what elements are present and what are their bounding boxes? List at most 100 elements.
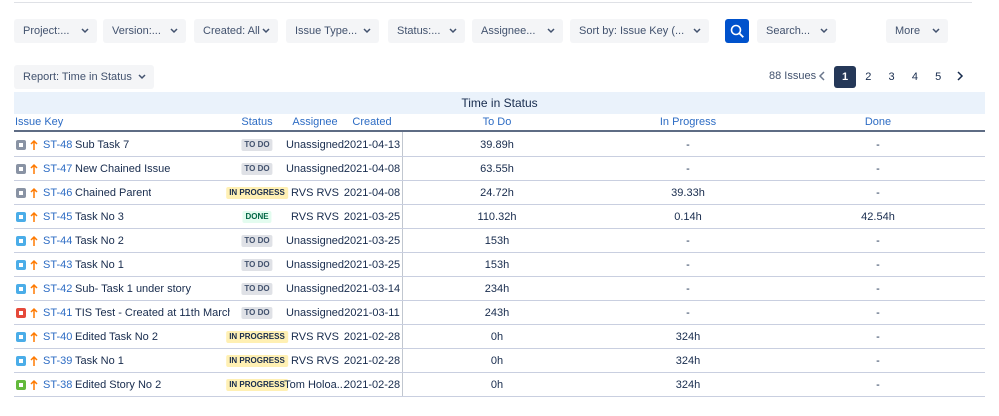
report-label: Report: Time in Status bbox=[23, 71, 132, 83]
row-divider bbox=[14, 204, 985, 205]
priority-icon bbox=[30, 331, 38, 343]
time-to-do: 0h bbox=[490, 355, 504, 367]
issue-summary: Task No 1 bbox=[75, 259, 124, 271]
page-button[interactable]: 1 bbox=[834, 66, 856, 88]
priority-icon bbox=[30, 355, 38, 367]
filter-label: Created: All bbox=[203, 25, 260, 37]
filter-button[interactable]: Version:... bbox=[103, 19, 186, 43]
issue-summary: Task No 2 bbox=[75, 235, 124, 247]
time-done: - bbox=[876, 379, 880, 391]
column-header: Issue Key bbox=[15, 116, 64, 128]
prev-page[interactable] bbox=[818, 71, 826, 81]
icon-glyph bbox=[19, 167, 23, 171]
report-button[interactable]: Report: Time in Status bbox=[14, 65, 154, 89]
next-page[interactable] bbox=[956, 71, 964, 81]
issue-type-icon bbox=[16, 332, 26, 342]
filter-button[interactable]: Created: All bbox=[194, 19, 278, 43]
header-divider bbox=[14, 130, 985, 132]
search-icon-button[interactable] bbox=[725, 19, 749, 43]
assignee: Unassigned bbox=[285, 139, 345, 151]
time-done: 42.54h bbox=[861, 211, 895, 223]
priority-arrow bbox=[30, 187, 38, 198]
issue-key[interactable]: ST-41 bbox=[43, 307, 73, 319]
filter-label: Issue Type... bbox=[295, 25, 358, 37]
column-header: In Progress bbox=[659, 116, 717, 128]
issue-key[interactable]: ST-42 bbox=[43, 283, 73, 295]
assignee: Unassigned bbox=[285, 235, 345, 247]
time-done: - bbox=[876, 187, 880, 199]
chevron bbox=[138, 74, 146, 80]
issue-key[interactable]: ST-40 bbox=[43, 331, 73, 343]
time-in-progress: - bbox=[686, 283, 690, 295]
chevron bbox=[81, 28, 89, 34]
time-done: - bbox=[876, 139, 880, 151]
icon-glyph bbox=[19, 215, 23, 219]
priority-icon bbox=[30, 235, 38, 247]
row-divider bbox=[14, 252, 985, 253]
filter-label: Assignee... bbox=[481, 25, 536, 37]
issue-type-icon bbox=[16, 188, 26, 198]
chevron bbox=[547, 28, 555, 34]
priority-arrow bbox=[30, 235, 38, 246]
issue-type-icon bbox=[16, 212, 26, 222]
priority-icon bbox=[30, 259, 38, 271]
status-lozenge: DONE bbox=[242, 211, 272, 223]
filter-label: More bbox=[895, 25, 921, 37]
time-done: - bbox=[876, 259, 880, 271]
priority-arrow bbox=[30, 163, 38, 174]
icon-glyph bbox=[19, 239, 23, 243]
issue-key[interactable]: ST-46 bbox=[43, 187, 73, 199]
page-button[interactable]: 4 bbox=[911, 71, 918, 83]
issue-summary: Task No 3 bbox=[75, 211, 124, 223]
search-icon bbox=[730, 24, 744, 38]
filter-button[interactable]: Project:... bbox=[14, 19, 97, 43]
column-header: To Do bbox=[482, 116, 512, 128]
created-date: 2021-03-25 bbox=[343, 235, 401, 247]
row-divider bbox=[14, 396, 985, 397]
page-button[interactable]: 3 bbox=[888, 71, 895, 83]
filter-button[interactable]: More bbox=[886, 19, 948, 43]
issue-key[interactable]: ST-48 bbox=[43, 139, 73, 151]
time-done: - bbox=[876, 283, 880, 295]
page-button[interactable]: 2 bbox=[865, 71, 872, 83]
filter-button[interactable]: Sort by: Issue Key (... bbox=[570, 19, 709, 43]
icon-glyph bbox=[19, 191, 23, 195]
time-to-do: 234h bbox=[484, 283, 510, 295]
priority-icon bbox=[30, 163, 38, 175]
chevron bbox=[820, 28, 828, 34]
priority-arrow bbox=[30, 379, 38, 390]
issue-key[interactable]: ST-39 bbox=[43, 355, 73, 367]
filter-button[interactable]: Status:... bbox=[388, 19, 465, 43]
filter-button[interactable]: Search... bbox=[757, 19, 836, 43]
icon-glyph bbox=[19, 287, 23, 291]
chevron bbox=[449, 28, 457, 34]
issue-key[interactable]: ST-47 bbox=[43, 163, 73, 175]
priority-arrow bbox=[30, 307, 38, 318]
chevron bbox=[693, 28, 701, 34]
issue-summary: Sub Task 7 bbox=[75, 139, 130, 151]
issue-type-icon bbox=[16, 356, 26, 366]
issue-key[interactable]: ST-38 bbox=[43, 379, 73, 391]
column-header: Done bbox=[864, 116, 892, 128]
page-button[interactable]: 5 bbox=[935, 71, 942, 83]
status-lozenge: TO DO bbox=[241, 283, 273, 295]
chevron bbox=[363, 28, 371, 34]
issue-key[interactable]: ST-45 bbox=[43, 211, 73, 223]
issue-type-icon bbox=[16, 260, 26, 270]
row-divider bbox=[14, 228, 985, 229]
filter-button[interactable]: Issue Type... bbox=[286, 19, 379, 43]
time-to-do: 153h bbox=[484, 235, 510, 247]
time-in-progress: 324h bbox=[675, 331, 701, 343]
created-date: 2021-04-08 bbox=[343, 187, 401, 199]
filter-label: Search... bbox=[766, 25, 811, 37]
assignee: Tom Holoa... bbox=[284, 379, 346, 391]
assignee: RVS RVS bbox=[291, 355, 339, 367]
priority-arrow bbox=[30, 331, 38, 342]
issue-key[interactable]: ST-44 bbox=[43, 235, 73, 247]
time-done: - bbox=[876, 235, 880, 247]
issue-key[interactable]: ST-43 bbox=[43, 259, 73, 271]
priority-arrow bbox=[30, 259, 38, 270]
filter-button[interactable]: Assignee... bbox=[472, 19, 563, 43]
created-date: 2021-04-13 bbox=[343, 139, 401, 151]
row-divider bbox=[14, 324, 985, 325]
